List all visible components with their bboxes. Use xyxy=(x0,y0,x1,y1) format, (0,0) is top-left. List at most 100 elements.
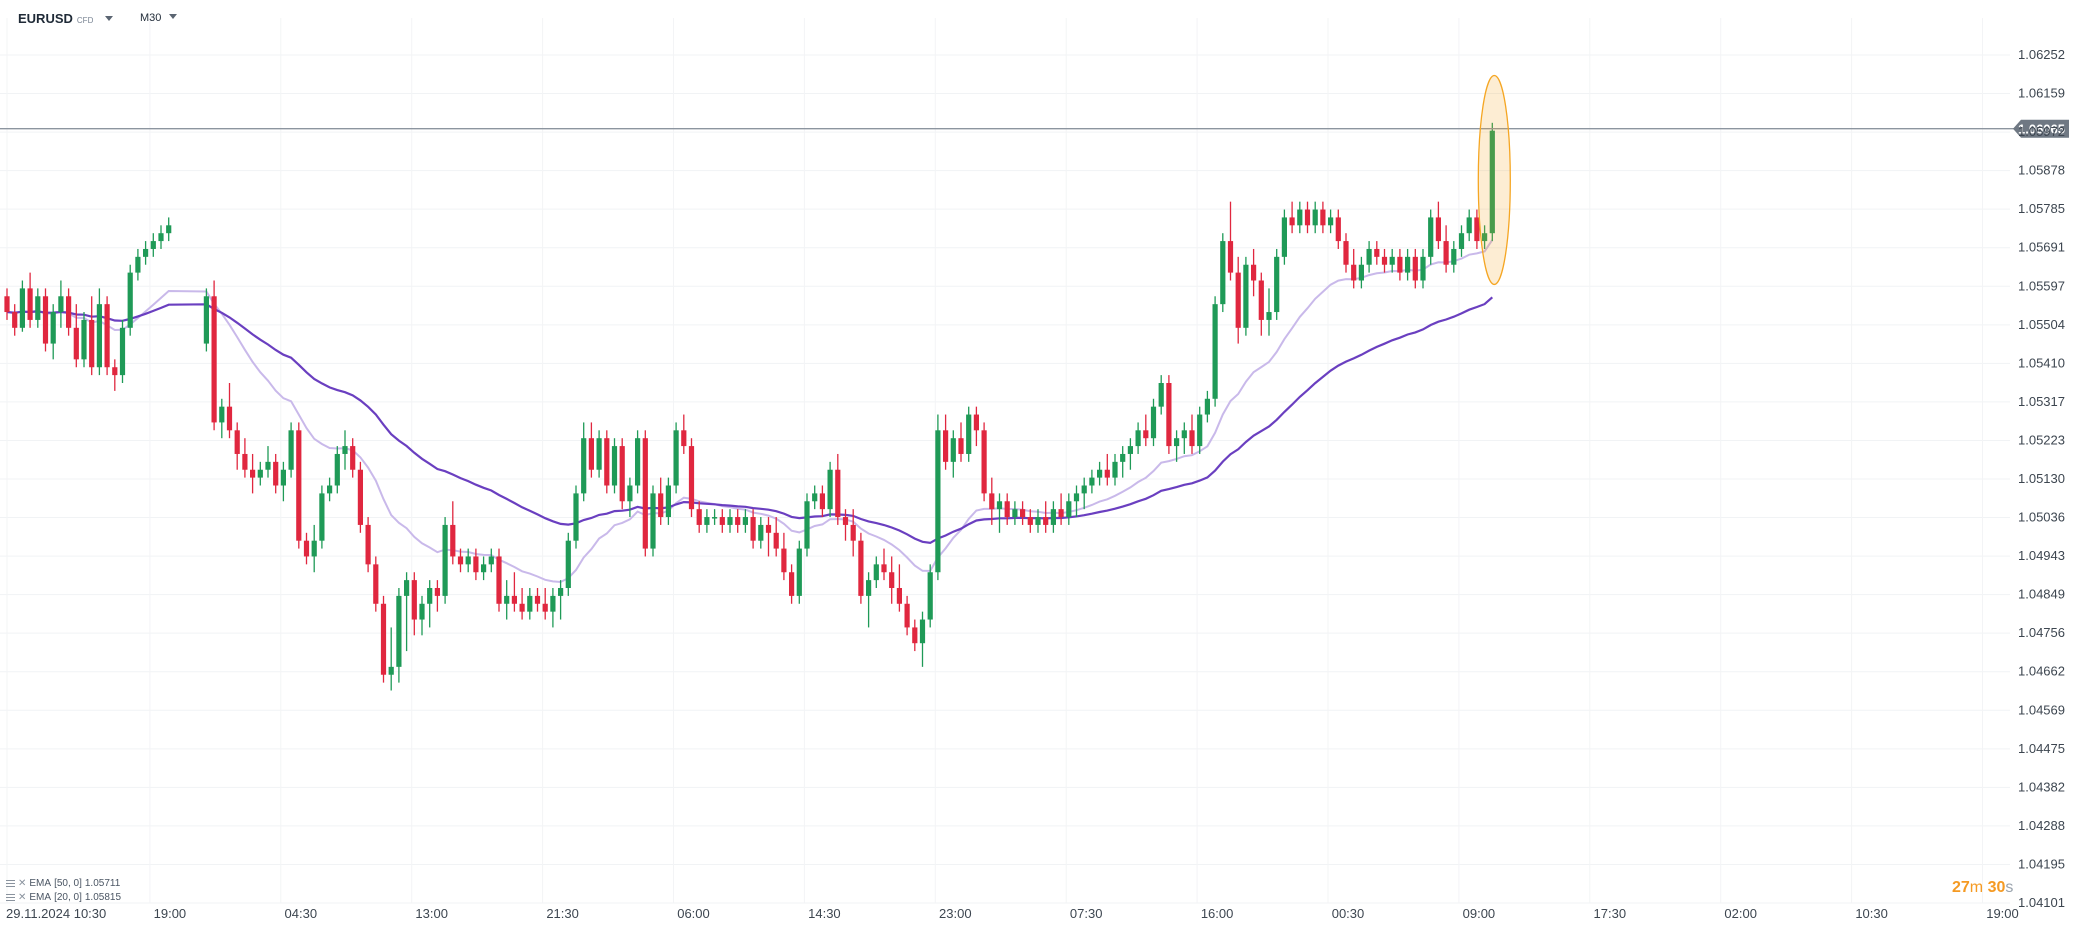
candle-down xyxy=(1004,501,1010,518)
candle-down xyxy=(773,532,779,549)
candle-down xyxy=(296,430,302,541)
symbol-name: EURUSD xyxy=(18,11,73,26)
candle-down xyxy=(750,517,756,541)
candle-up xyxy=(1274,256,1280,313)
price-tick-label: 1.05130 xyxy=(2018,471,2065,486)
timer-minutes-unit: m xyxy=(1969,879,1984,896)
candle-down xyxy=(1412,256,1418,281)
candle-down xyxy=(735,517,741,525)
candle-down xyxy=(457,556,464,565)
candle-down xyxy=(1397,256,1403,273)
indicator-row-ema20[interactable]: ✕ EMA [20, 0] 1.05815 xyxy=(6,891,121,905)
candle-down xyxy=(842,517,849,525)
candle-up xyxy=(166,225,172,234)
candle-down xyxy=(303,540,310,557)
candle-down xyxy=(1381,256,1388,265)
candle-up xyxy=(665,485,671,518)
candle-up xyxy=(1428,217,1434,257)
price-tick-label: 1.05410 xyxy=(2018,355,2065,370)
candle-up xyxy=(1482,233,1488,242)
price-tick-label: 1.04195 xyxy=(2018,856,2065,871)
candle-up xyxy=(311,540,317,557)
candle-up xyxy=(1089,477,1095,486)
candle-up xyxy=(1120,453,1126,462)
candle-up xyxy=(396,595,402,667)
candle-up xyxy=(1243,264,1249,328)
candle-up xyxy=(1127,446,1133,454)
candle-up xyxy=(50,312,56,344)
candle-up xyxy=(481,564,487,573)
candle-up xyxy=(996,501,1003,510)
candle-up xyxy=(119,327,126,376)
indicator-row-ema50[interactable]: ✕ EMA [50, 0] 1.05711 xyxy=(6,877,121,891)
price-tick-label: 1.06159 xyxy=(2018,86,2065,101)
candle-down xyxy=(1235,272,1241,328)
candle-down xyxy=(42,296,49,344)
candle-up xyxy=(1181,430,1187,439)
last-price-label: 1.06065 xyxy=(2018,122,2065,137)
candle-down xyxy=(835,469,841,518)
candle-up xyxy=(1073,493,1080,502)
candle-up xyxy=(1451,248,1457,265)
chart-grid xyxy=(0,18,2010,904)
candle-down xyxy=(112,367,118,376)
candle-down xyxy=(1443,241,1449,265)
candle-down xyxy=(904,603,910,628)
candle-down xyxy=(943,430,949,462)
candle-down xyxy=(1058,509,1064,518)
candle-down xyxy=(1335,217,1341,242)
candle-up xyxy=(1012,509,1018,518)
candle-up xyxy=(1405,256,1411,273)
candle-down xyxy=(273,461,279,486)
caret-down-icon[interactable] xyxy=(169,14,178,19)
candle-down xyxy=(1374,248,1380,257)
price-tick-label: 1.04569 xyxy=(2018,702,2065,717)
settings-lines-icon[interactable] xyxy=(6,894,15,902)
candle-down xyxy=(411,580,417,620)
candle-up xyxy=(334,453,340,486)
candle-up xyxy=(558,588,564,596)
candle-down xyxy=(604,438,610,486)
time-tick-label: 04:30 xyxy=(285,906,318,921)
candle-up xyxy=(488,556,494,565)
caret-down-icon[interactable] xyxy=(105,16,114,21)
candle-down xyxy=(1435,217,1441,242)
candle-up xyxy=(1204,398,1210,415)
candle-up xyxy=(319,493,325,541)
price-tick-label: 1.05878 xyxy=(2018,163,2065,178)
ema-lines xyxy=(6,239,1494,584)
candle-down xyxy=(511,595,517,604)
candle-down xyxy=(373,564,379,604)
time-tick-label: 21:30 xyxy=(546,906,579,921)
candle-up xyxy=(203,296,209,344)
timer-seconds-unit: s xyxy=(2005,879,2014,896)
remove-x-icon[interactable]: ✕ xyxy=(18,892,27,903)
candle-down xyxy=(1258,280,1264,320)
settings-lines-icon[interactable] xyxy=(6,880,15,888)
candle-up xyxy=(873,564,879,581)
indicator-legend: ✕ EMA [50, 0] 1.05711 ✕ EMA [20, 0] 1.05… xyxy=(6,877,121,905)
candle-down xyxy=(958,438,964,454)
candle-down xyxy=(89,319,95,368)
time-axis[interactable]: 29.11.2024 10:30 19:00 04:30 13:00 21:30 06:0… xyxy=(6,906,2019,921)
price-axis[interactable]: 1.06252 1.06159 1.05972 1.05878 1.05785 1.056… xyxy=(2018,47,2065,910)
candle-up xyxy=(704,517,710,525)
candle-down xyxy=(234,430,240,454)
indicator-name: EMA xyxy=(29,892,52,903)
candle-down xyxy=(1320,209,1326,226)
symbol-selector[interactable]: EURUSD CFD xyxy=(18,11,114,26)
candle-up xyxy=(388,666,394,675)
candle-down xyxy=(719,517,725,525)
candle-up xyxy=(342,446,348,454)
remove-x-icon[interactable]: ✕ xyxy=(18,878,27,889)
candle-up xyxy=(1097,469,1103,478)
candle-down xyxy=(473,556,479,573)
timeframe-selector[interactable]: M30 xyxy=(140,12,178,24)
price-tick-label: 1.05504 xyxy=(2018,317,2065,332)
candle-up xyxy=(1066,501,1072,518)
candle-up xyxy=(1358,264,1364,281)
candle-up xyxy=(966,414,972,454)
candle-down xyxy=(681,430,687,447)
indicator-value: 1.05711 xyxy=(84,878,121,889)
